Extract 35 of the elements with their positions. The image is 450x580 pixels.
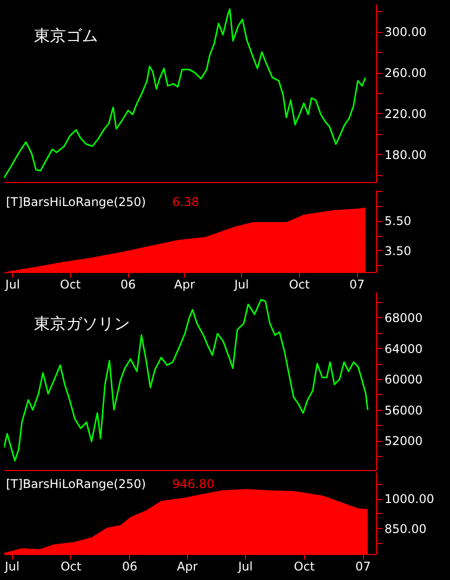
x-tick-label: Apr — [174, 278, 195, 292]
y-tick-label: 60000 — [384, 372, 423, 387]
x-tick-label: Oct — [60, 278, 82, 292]
x-tick-label: Oct — [60, 560, 82, 574]
x-tick-label: 06 — [120, 278, 136, 292]
chart-title: [T]BarsHiLoRange(250) — [6, 477, 146, 491]
y-tick-label: 220.00 — [384, 106, 426, 121]
y-tick-label: 1000.00 — [384, 492, 434, 506]
annotation: 946.80 — [172, 477, 214, 491]
y-tick-label: 180.00 — [384, 148, 426, 162]
x-tick-label: Jul — [4, 278, 20, 292]
x-tick-label: Oct — [294, 560, 315, 574]
annotation: 6.38 — [172, 195, 199, 209]
y-tick-label: 300.00 — [384, 25, 426, 40]
x-tick-label: Oct — [288, 278, 310, 292]
x-tick-label: 07 — [349, 278, 365, 292]
x-tick-label: 06 — [122, 560, 138, 574]
y-tick-label: 260.00 — [384, 66, 426, 80]
line-series — [4, 8, 366, 179]
x-tick-label: Jul — [237, 560, 253, 574]
x-tick-label: 07 — [355, 560, 371, 574]
text: 東京ガソリン — [34, 314, 130, 333]
x-tick-label: Jul — [4, 560, 20, 574]
y-tick-label: 52000 — [384, 434, 423, 448]
line-series — [4, 298, 368, 462]
text: 東京ゴム — [34, 26, 98, 45]
chart-title: [T]BarsHiLoRange(250) — [6, 195, 146, 209]
y-tick-label: 68000 — [384, 310, 423, 325]
x-tick-label: Jul — [233, 278, 249, 292]
y-tick-label: 3.50 — [384, 244, 412, 258]
y-tick-label: 64000 — [384, 342, 423, 356]
x-tick-label: Apr — [176, 560, 198, 574]
y-tick-label: 56000 — [384, 403, 423, 418]
y-tick-label: 850.00 — [384, 522, 426, 536]
y-tick-label: 5.50 — [384, 214, 412, 228]
